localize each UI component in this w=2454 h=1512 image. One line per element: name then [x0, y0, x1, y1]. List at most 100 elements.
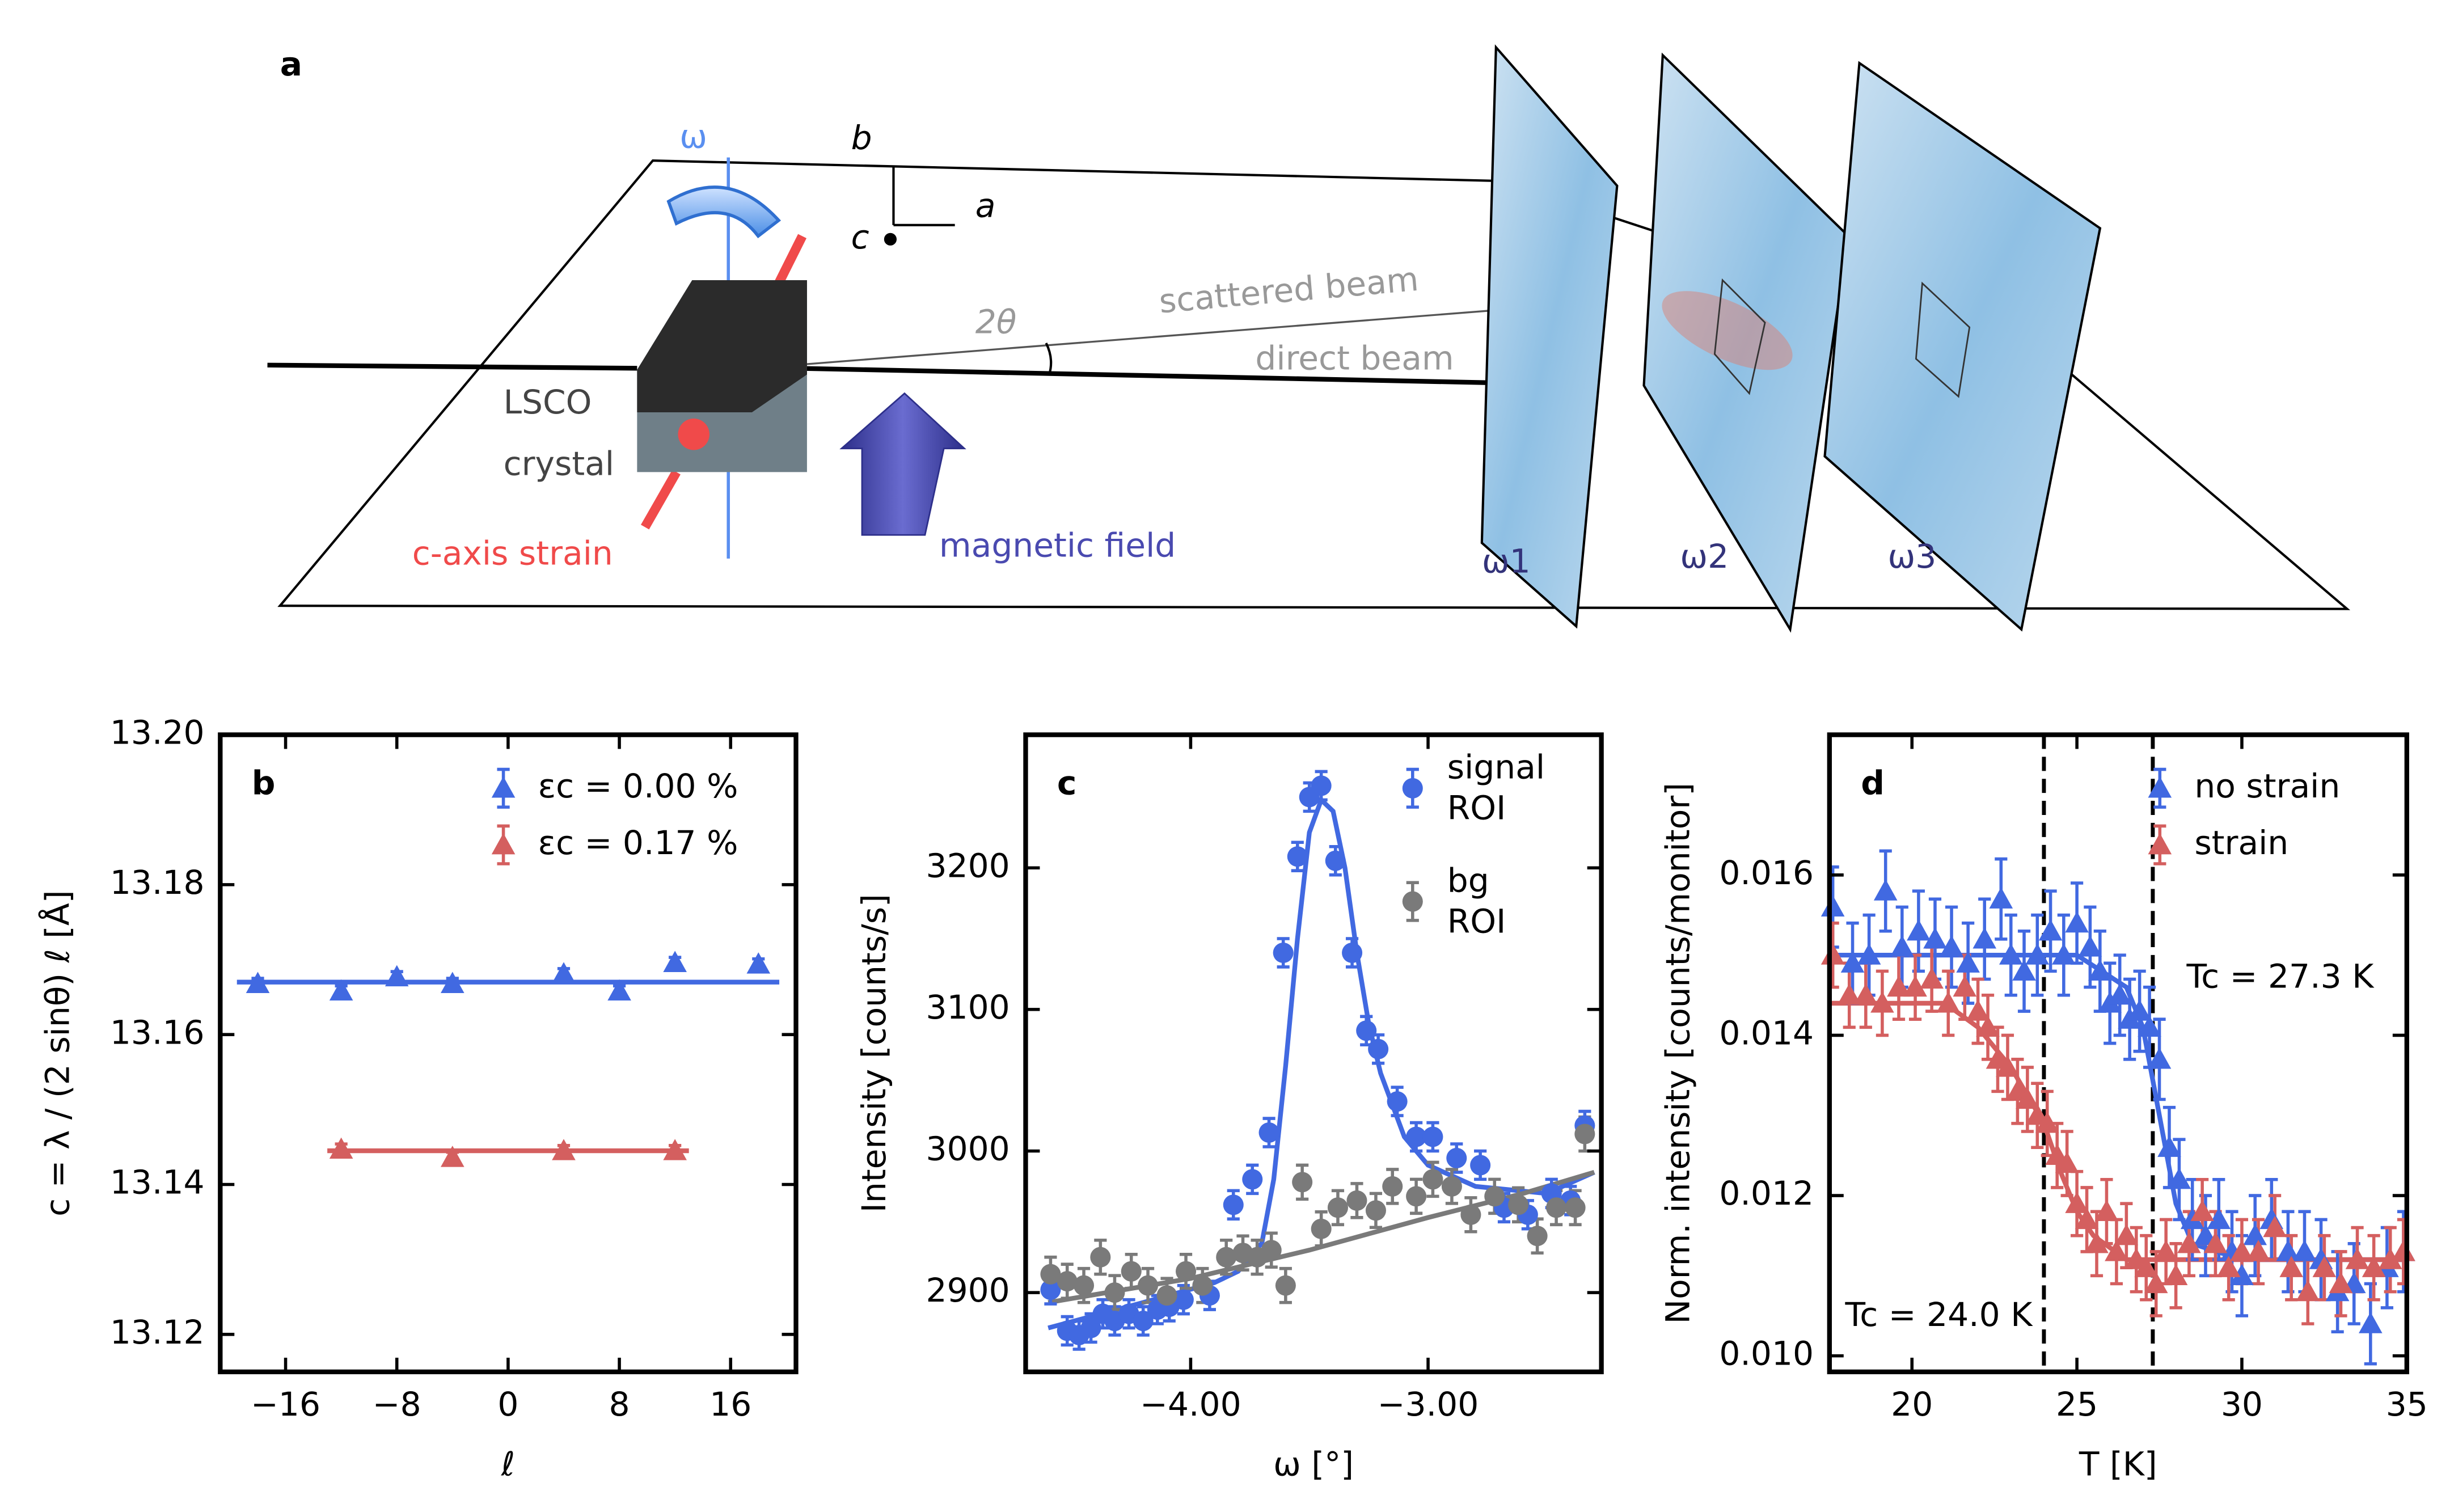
- field-label: magnetic field: [939, 526, 1176, 565]
- beam-label: direct beam: [1255, 339, 1454, 378]
- marker: [1311, 1218, 1332, 1239]
- panel-label: b: [252, 763, 276, 802]
- y-tick-label: 13.12: [110, 1313, 205, 1351]
- marker: [2279, 1256, 2304, 1277]
- marker: [2164, 1264, 2188, 1285]
- marker: [1422, 1169, 1443, 1190]
- marker: [1275, 1275, 1296, 1296]
- legend-label: εc = 0.17 %: [538, 823, 738, 862]
- marker: [1903, 975, 1927, 997]
- marker: [2025, 943, 2050, 965]
- panel-label: c: [1057, 763, 1077, 802]
- marker: [2154, 1240, 2178, 1261]
- marker: [2055, 1151, 2079, 1173]
- x-axis-label: ℓ: [501, 1445, 515, 1483]
- marker: [2345, 1248, 2369, 1269]
- y-tick-label: 13.14: [110, 1163, 205, 1202]
- marker: [1840, 951, 1865, 973]
- x-tick-label: 16: [709, 1385, 751, 1424]
- marker: [1156, 1285, 1177, 1306]
- marker: [1546, 1197, 1567, 1218]
- angle-label: 2θ: [975, 303, 1017, 341]
- marker: [1857, 943, 1881, 965]
- marker: [441, 972, 464, 993]
- x-tick-label: −16: [251, 1385, 320, 1424]
- marker: [2246, 1240, 2270, 1261]
- x-tick-label: 25: [2056, 1385, 2098, 1424]
- y-tick-label: 0.010: [1719, 1334, 1814, 1373]
- legend-marker: [1402, 778, 1423, 799]
- y-axis-label: Norm. intensity [counts/monitor]: [1658, 783, 1697, 1324]
- marker: [1508, 1194, 1529, 1215]
- marker: [1176, 1261, 1197, 1282]
- annotation: Tc = 27.3 K: [2186, 957, 2375, 996]
- marker: [1365, 1200, 1386, 1221]
- legend-label: bg ROI: [1447, 861, 1506, 940]
- marker: [1953, 975, 1977, 997]
- marker: [2085, 1232, 2109, 1253]
- marker: [1966, 999, 1990, 1021]
- beam-label: scattered beam: [1158, 260, 1420, 321]
- y-tick-label: 13.20: [110, 713, 205, 752]
- detector: [1480, 44, 1619, 629]
- marker: [1837, 983, 1861, 1005]
- marker: [1073, 1275, 1095, 1296]
- marker: [2392, 1240, 2415, 1261]
- marker: [1527, 1226, 1548, 1247]
- marker: [1368, 1038, 1389, 1059]
- marker: [2147, 1048, 2172, 1069]
- legend-marker: [2148, 776, 2172, 798]
- omega-label: ω: [679, 117, 707, 155]
- marker: [1342, 942, 1363, 964]
- panel-label: a: [280, 45, 302, 83]
- marker: [2038, 919, 2063, 941]
- marker: [2094, 1200, 2119, 1221]
- marker: [1173, 1289, 1194, 1310]
- marker: [1040, 1279, 1061, 1300]
- marker: [1821, 943, 1845, 965]
- legend-label: εc = 0.00 %: [538, 767, 738, 805]
- marker: [1973, 927, 1997, 949]
- y-tick-label: 3200: [926, 846, 1010, 885]
- marker: [1821, 895, 1845, 917]
- marker: [2167, 1167, 2191, 1189]
- marker: [1999, 943, 2023, 965]
- marker: [2078, 935, 2102, 957]
- marker: [663, 1139, 687, 1160]
- marker: [2134, 1256, 2159, 1277]
- fit-line: [1829, 1000, 2407, 1262]
- y-tick-label: 3100: [926, 988, 1010, 1027]
- marker: [2378, 1248, 2402, 1269]
- marker: [1887, 975, 1911, 997]
- marker: [1273, 942, 1294, 964]
- x-tick-label: 35: [2386, 1385, 2428, 1424]
- x-axis-label: ω [°]: [1273, 1445, 1354, 1483]
- strain-contact: [678, 419, 709, 450]
- marker: [1873, 879, 1898, 901]
- marker: [1460, 1204, 1481, 1225]
- marker: [552, 1139, 576, 1160]
- legend-label: signal ROI: [1447, 748, 1556, 827]
- marker: [1080, 1317, 1101, 1338]
- strain-rod: [774, 234, 807, 286]
- y-tick-label: 13.18: [110, 863, 205, 902]
- marker: [1940, 935, 1963, 957]
- x-axis-label: T [K]: [2079, 1445, 2157, 1483]
- marker: [1242, 1169, 1263, 1190]
- x-tick-label: 0: [497, 1385, 518, 1424]
- marker: [1565, 1197, 1586, 1218]
- y-tick-label: 3000: [926, 1130, 1010, 1168]
- marker: [441, 1146, 464, 1167]
- detector: [1823, 61, 2102, 632]
- marker: [2012, 959, 2036, 981]
- marker: [2207, 1207, 2231, 1230]
- marker: [1258, 1122, 1279, 1143]
- marker: [607, 979, 631, 1001]
- marker: [2107, 983, 2132, 1005]
- axes-frame: [1827, 732, 2409, 1375]
- y-tick-label: 2900: [926, 1271, 1010, 1310]
- marker: [1956, 951, 1980, 973]
- marker: [2127, 999, 2152, 1021]
- marker: [1574, 1124, 1595, 1144]
- marker: [2263, 1215, 2287, 1238]
